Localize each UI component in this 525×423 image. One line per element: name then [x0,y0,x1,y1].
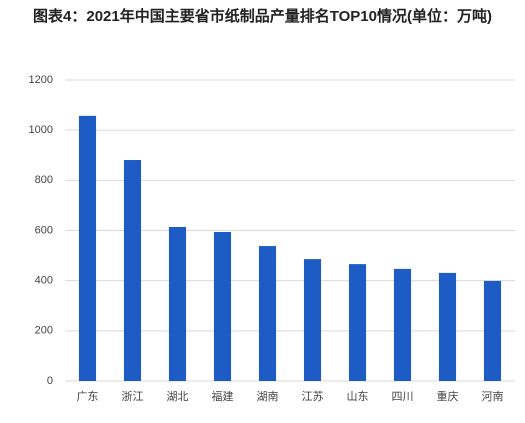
y-tick-label: 1200 [29,74,53,86]
x-tick-label: 广东 [77,390,99,403]
y-tick-label: 0 [47,375,53,387]
bar [168,226,187,381]
y-tick-label: 200 [35,325,53,337]
x-tick-label: 河南 [482,390,504,403]
x-tick-label: 重庆 [437,389,459,403]
bar [123,160,142,381]
x-tick-label: 浙江 [122,390,144,403]
y-tick-label: 400 [35,275,53,287]
bar [213,232,232,381]
bar [483,280,502,381]
bar [258,246,277,381]
y-tick-label: 600 [35,224,53,236]
chart-title: 图表4：2021年中国主要省市纸制品产量排名TOP10情况(单位：万吨) [33,8,492,25]
bar [78,115,97,381]
x-tick-label: 湖北 [167,390,189,403]
x-tick-label: 湖南 [257,390,279,403]
bar [303,259,322,381]
x-tick-label: 福建 [212,389,234,403]
bar [393,268,412,381]
x-tick-label: 江苏 [302,390,324,403]
bar [348,264,367,381]
y-tick-label: 1000 [29,124,53,136]
bar [438,272,457,381]
x-tick-label: 四川 [392,391,414,403]
y-tick-label: 800 [35,174,53,186]
x-tick-label: 山东 [347,390,369,403]
